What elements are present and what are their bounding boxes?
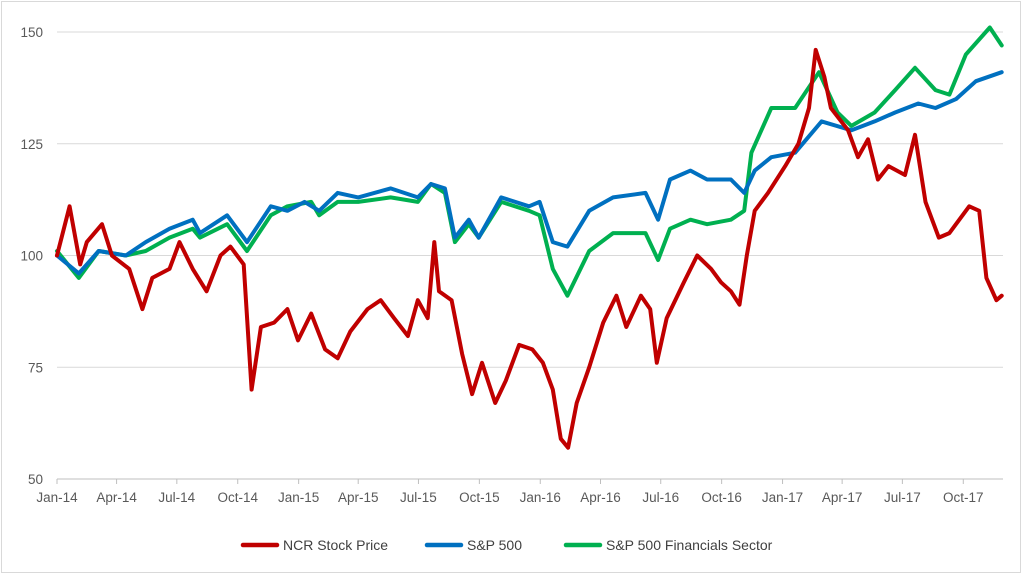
x-tick-label: Apr-15 — [338, 490, 379, 505]
x-tick-label: Jul-16 — [642, 490, 679, 505]
x-tick-label: Jan-15 — [278, 490, 319, 505]
x-tick-label: Oct-15 — [459, 490, 500, 505]
legend-label: S&P 500 Financials Sector — [606, 537, 773, 553]
series-line-s-p-500 — [55, 70, 1004, 276]
legend-label: S&P 500 — [467, 537, 522, 553]
y-tick-label: 125 — [20, 137, 43, 152]
y-tick-label: 75 — [28, 360, 43, 375]
series-line-s-p-500-financials-sector — [55, 25, 1004, 298]
x-tick-label: Oct-17 — [943, 490, 984, 505]
x-tick-label: Jan-16 — [520, 490, 561, 505]
x-tick-label: Oct-16 — [701, 490, 742, 505]
x-tick-label: Apr-16 — [580, 490, 621, 505]
gridlines — [57, 31, 1003, 368]
y-tick-label: 150 — [20, 25, 43, 40]
x-tick-label: Apr-14 — [96, 490, 137, 505]
x-tick-label: Jan-17 — [762, 490, 803, 505]
axes: 50 75 100 125 150 Jan-14 Apr-14 Jul-14 Oct-14 Jan… — [20, 25, 1003, 505]
legend: NCR Stock Price S&P 500 S&P 500 Financials… — [240, 537, 773, 553]
x-tick-label: Jul-14 — [158, 490, 195, 505]
x-tick-label: Jul-17 — [884, 490, 921, 505]
series-lines — [55, 25, 1004, 450]
x-tick-label: Oct-14 — [217, 490, 258, 505]
y-tick-label: 100 — [20, 249, 43, 264]
legend-label: NCR Stock Price — [283, 537, 388, 553]
x-tick-label: Apr-17 — [822, 490, 863, 505]
x-tick-label: Jan-14 — [36, 490, 78, 505]
y-tick-label: 50 — [28, 472, 43, 487]
series-line-ncr-stock-price — [55, 47, 1004, 450]
x-tick-label: Jul-15 — [400, 490, 437, 505]
